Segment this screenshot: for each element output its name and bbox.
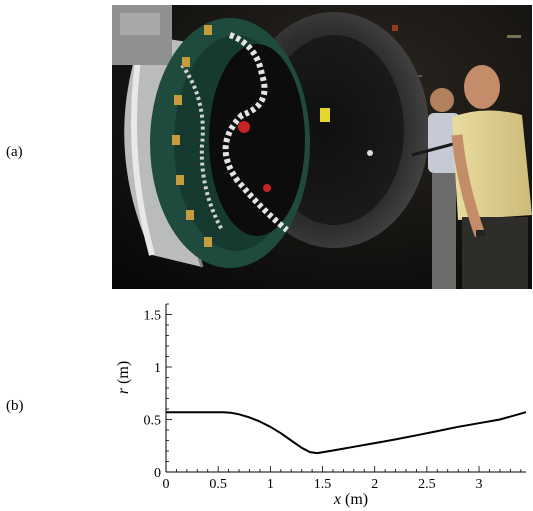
- x-axis-title: x (m): [333, 491, 368, 508]
- wire-harness: [222, 32, 289, 233]
- x-tick-label: 0.5: [209, 477, 227, 492]
- x-tick-label: 0: [163, 477, 170, 492]
- x-tick-label: 2: [371, 477, 378, 492]
- panel-label-b: (b): [6, 398, 24, 414]
- engineer-foreground: [451, 65, 532, 289]
- nozzle-hardware-photo: [112, 5, 532, 289]
- panel-label-a: (a): [6, 144, 23, 160]
- x-tick-label: 1: [267, 477, 274, 492]
- x-tick-label: 1.5: [314, 477, 332, 492]
- series-line-0: [166, 411, 527, 455]
- y-tick-label: 1.5: [144, 309, 162, 324]
- y-axis-title: r (m): [115, 361, 132, 394]
- x-tick-label: 3: [476, 477, 483, 492]
- y-tick-label: 1: [154, 361, 161, 376]
- y-tick-label: 0: [154, 466, 161, 481]
- yellow-tag: [320, 108, 330, 122]
- x-tick-label: 2.5: [418, 477, 436, 492]
- nozzle-profile-chart: 0 0.5 1 1.5 2 2.5 3 0 0.5 1 1.5 x (m) r (m): [108, 296, 533, 511]
- y-tick-label: 0.5: [144, 414, 162, 429]
- engineer-background: [411, 88, 460, 289]
